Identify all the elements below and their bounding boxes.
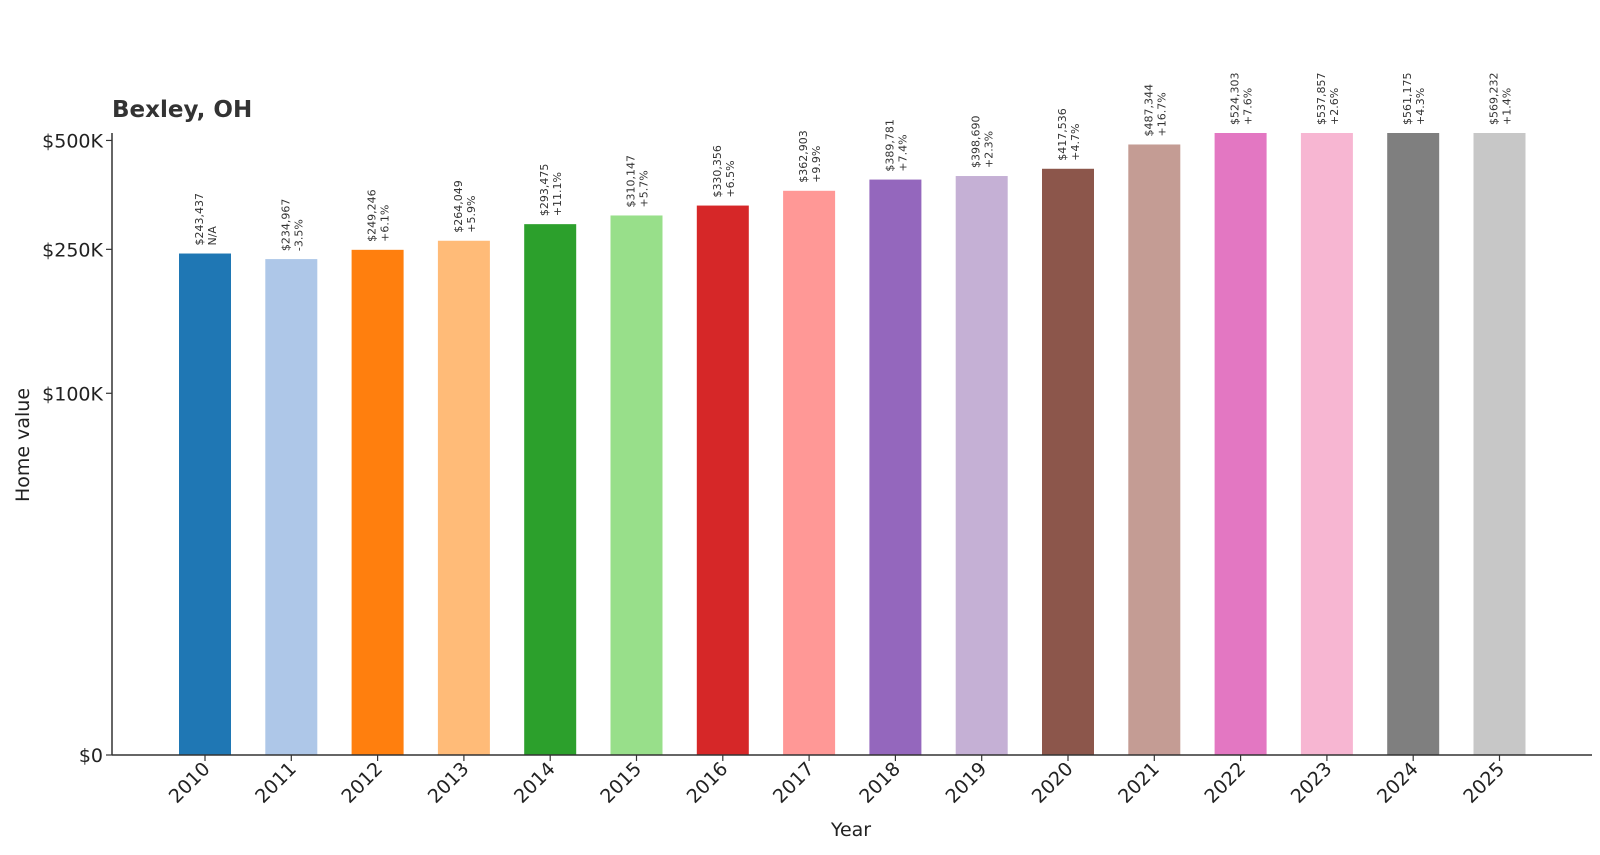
change-label: +11.1%: [551, 172, 564, 216]
change-label: -3.5%: [292, 219, 305, 251]
value-label: $487,344: [1142, 84, 1155, 137]
change-label: +1.4%: [1501, 88, 1514, 125]
data-label-2012: $249,246 +6.1%: [366, 189, 392, 242]
x-tick-label: 2016: [683, 758, 733, 808]
data-label-2024: $561,175 +4.3%: [1401, 73, 1427, 126]
change-label: +5.9%: [465, 196, 478, 233]
change-label: N/A: [206, 226, 219, 246]
bar-2015: [610, 215, 663, 755]
chart-title: Bexley, OH: [112, 97, 252, 123]
bar-2010: [179, 253, 231, 755]
x-tick-label: 2013: [424, 758, 474, 808]
data-label-2021: $487,344 +16.7%: [1142, 84, 1168, 137]
y-tick-label: $250K: [42, 239, 103, 261]
x-tick-label: 2012: [337, 758, 387, 808]
x-tick-label: 2025: [1459, 758, 1509, 808]
data-label-2017: $362,903 +9.9%: [797, 130, 823, 183]
value-label: $264,049: [452, 180, 465, 233]
x-tick-label: 2014: [510, 758, 560, 808]
data-label-2014: $293,475 +11.1%: [538, 164, 564, 217]
value-label: $234,967: [279, 199, 292, 252]
bar-2017: [783, 190, 836, 756]
axes-layer: [111, 133, 1592, 756]
value-label: $330,356: [711, 145, 724, 198]
value-label: $398,690: [970, 116, 983, 169]
bar-2021: [1128, 144, 1181, 756]
value-label: $249,246: [366, 189, 379, 242]
data-label-2019: $398,690 +2.3%: [970, 116, 996, 169]
bar-2022: [1214, 133, 1267, 755]
data-label-2022: $524,303 +7.6%: [1229, 73, 1255, 126]
x-axis-label: Year: [830, 819, 871, 841]
x-tick-label: 2018: [855, 758, 905, 808]
bar-2016: [696, 205, 749, 755]
change-label: +16.7%: [1155, 92, 1168, 136]
bar-2011: [265, 259, 318, 755]
change-label: +6.5%: [724, 160, 737, 197]
data-label-2011: $234,967 -3.5%: [279, 199, 305, 252]
x-tick-label: 2015: [596, 758, 646, 808]
x-tick-label: 2024: [1373, 758, 1423, 808]
value-label: $362,903: [797, 130, 810, 183]
y-axis-label: Home value: [12, 388, 34, 502]
x-tick-label: 2023: [1287, 758, 1337, 808]
x-tick-label: 2010: [165, 758, 215, 808]
value-label: $537,857: [1315, 73, 1328, 126]
change-label: +4.3%: [1414, 88, 1427, 125]
value-label: $293,475: [538, 164, 551, 217]
bar-2019: [955, 176, 1008, 755]
data-label-2010: $243,437 N/A: [193, 193, 219, 246]
value-label: $569,232: [1488, 73, 1501, 126]
data-label-2023: $537,857 +2.6%: [1315, 73, 1341, 126]
data-label-2025: $569,232 +1.4%: [1488, 73, 1514, 126]
y-ticks-layer: $0 $100K $250K $500K: [42, 130, 112, 767]
y-tick-label: $100K: [42, 383, 103, 405]
data-label-2015: $310,147 +5.7%: [625, 155, 651, 208]
change-label: +4.7%: [1069, 124, 1082, 161]
x-tick-label: 2017: [769, 758, 819, 808]
bar-2020: [1042, 168, 1094, 755]
change-label: +6.1%: [379, 205, 392, 242]
x-tick-label: 2022: [1200, 758, 1250, 808]
value-label: $561,175: [1401, 73, 1414, 126]
y-tick-label: $500K: [42, 130, 103, 152]
change-label: +2.6%: [1328, 88, 1341, 125]
x-tick-label: 2011: [251, 758, 301, 808]
data-label-2016: $330,356 +6.5%: [711, 145, 737, 198]
bar-2025: [1473, 133, 1526, 755]
value-label: $524,303: [1229, 73, 1242, 126]
data-label-2013: $264,049 +5.9%: [452, 180, 478, 233]
value-label: $417,536: [1056, 108, 1069, 161]
value-label: $389,781: [883, 119, 896, 172]
x-tick-label: 2019: [941, 758, 991, 808]
x-ticks-layer: 2010 2011 2012 2013 2014 2015 2016 2017 2018 2019…: [165, 755, 1509, 808]
bar-2018: [869, 179, 922, 755]
change-label: +9.9%: [810, 146, 823, 183]
change-label: +7.4%: [896, 134, 909, 171]
value-label: $243,437: [193, 193, 206, 246]
bar-2012: [351, 249, 404, 755]
change-label: +7.6%: [1242, 88, 1255, 125]
bars-layer: [179, 133, 1526, 756]
change-label: +2.3%: [983, 131, 996, 168]
data-label-2018: $389,781 +7.4%: [883, 119, 909, 172]
bar-2013: [437, 240, 490, 755]
data-label-2020: $417,536 +4.7%: [1056, 108, 1082, 161]
bar-2014: [524, 224, 577, 755]
change-label: +5.7%: [638, 170, 651, 207]
bar-2023: [1300, 133, 1353, 755]
value-label: $310,147: [625, 155, 638, 208]
y-tick-label: $0: [79, 745, 103, 767]
x-tick-label: 2021: [1114, 758, 1164, 808]
bar-2024: [1387, 133, 1440, 755]
x-tick-label: 2020: [1028, 758, 1078, 808]
data-labels-layer: $243,437 N/A $234,967 -3.5% $249,246 +6.1% $26…: [193, 73, 1514, 252]
